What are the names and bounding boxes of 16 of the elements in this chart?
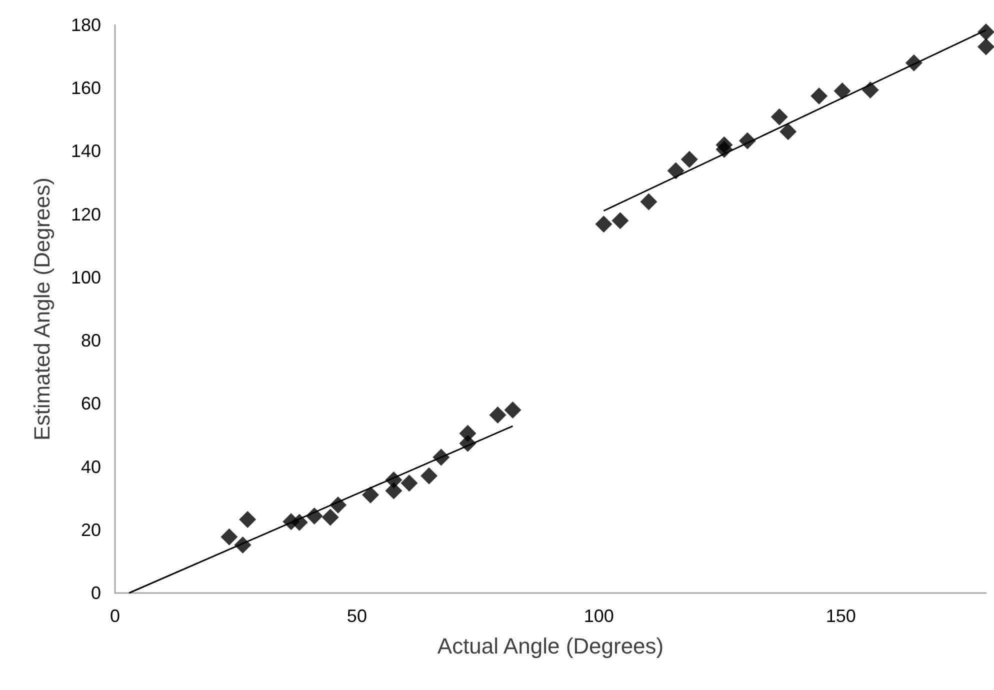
y-tick-label: 120 [70, 204, 101, 224]
x-tick-label: 50 [346, 606, 367, 626]
y-tick-label: 160 [70, 78, 101, 98]
y-tick-label: 20 [80, 520, 101, 540]
y-tick-label: 60 [80, 394, 101, 414]
y-tick-label: 100 [70, 267, 101, 288]
x-tick-label: 150 [826, 606, 856, 626]
y-tick-label: 140 [70, 141, 101, 162]
x-tick-label: 0 [110, 606, 120, 626]
y-tick-label: 0 [90, 583, 101, 603]
x-tick-label: 100 [584, 606, 614, 626]
y-tick-label: 180 [70, 15, 101, 35]
y-tick-label: 40 [80, 456, 101, 477]
y-tick-label: 80 [80, 330, 101, 351]
x-axis-title: Actual Angle (Degrees) [437, 634, 664, 658]
y-axis-title: Estimated Angle (Degrees) [30, 178, 54, 440]
